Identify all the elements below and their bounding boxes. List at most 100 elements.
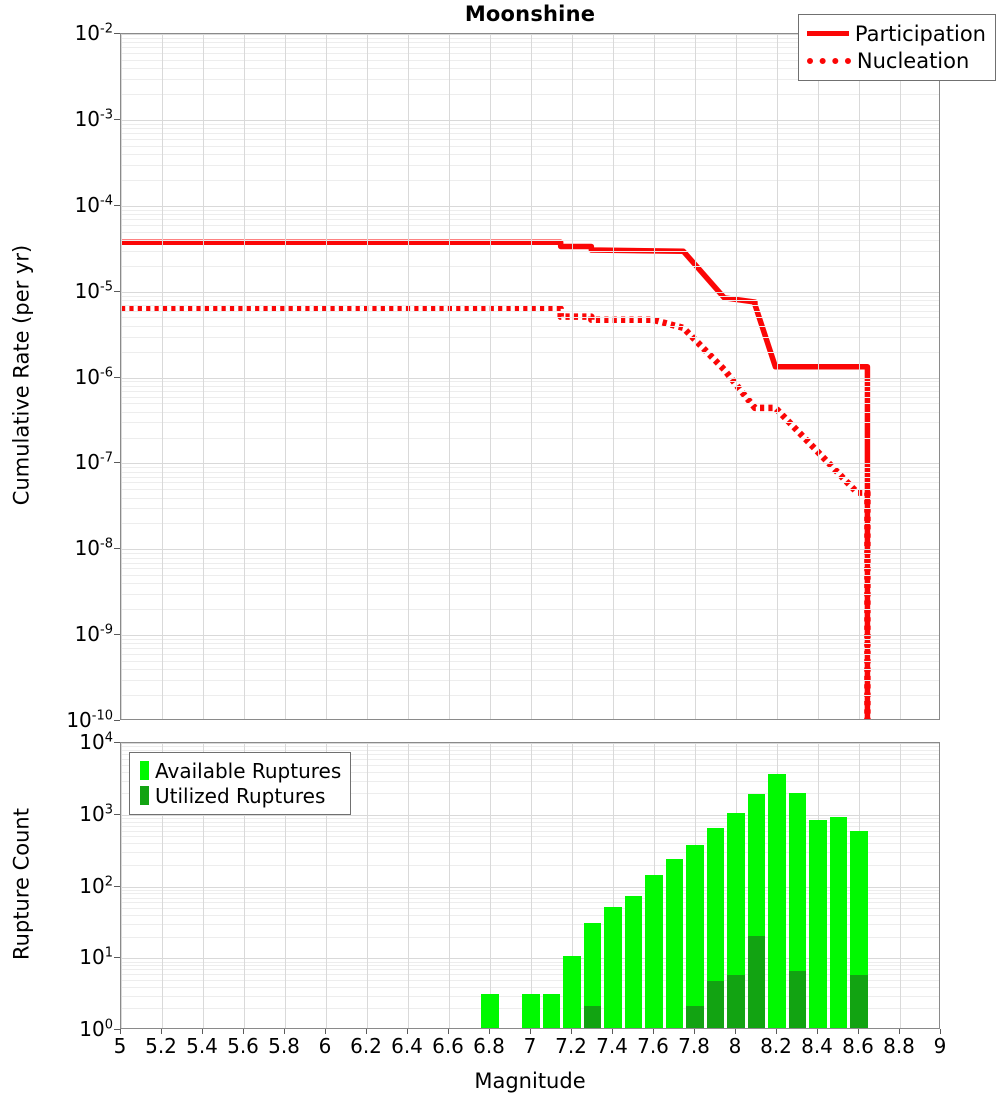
gridline-horizontal: [121, 553, 939, 554]
gridline-horizontal: [121, 898, 939, 899]
bar-available-ruptures: [809, 820, 827, 1028]
gridline-vertical: [244, 743, 245, 1028]
gridline-vertical: [531, 743, 532, 1028]
x-tick-label: 7.4: [596, 1034, 628, 1058]
gridline-horizontal: [121, 822, 939, 823]
gridline-horizontal: [121, 815, 939, 816]
gridline-horizontal: [121, 568, 939, 569]
gridline-vertical: [203, 743, 204, 1028]
x-tick-label: 5.4: [186, 1034, 218, 1058]
bar-group: [788, 792, 807, 1028]
gridline-vertical: [654, 34, 655, 719]
x-tick-mark: [202, 1029, 203, 1034]
gridline-vertical: [531, 34, 532, 719]
gridline-horizontal: [121, 60, 939, 61]
bar-available-ruptures: [768, 773, 786, 1028]
gridline-vertical: [572, 34, 573, 719]
bar-group: [481, 993, 499, 1028]
legend-item-label: Nucleation: [856, 48, 970, 73]
legend-item[interactable]: Participation: [806, 20, 986, 47]
bar-group: [706, 827, 725, 1028]
bar-available-ruptures: [542, 993, 561, 1028]
page-title: Moonshine: [464, 2, 596, 26]
x-tick-label: 7.6: [637, 1034, 669, 1058]
gridline-vertical: [285, 743, 286, 1028]
legend-line-swatch-solid: [806, 31, 849, 36]
legend-item[interactable]: Nucleation: [806, 47, 986, 74]
y-tick-label: 103: [79, 801, 113, 826]
y-tick-label: 10-8: [74, 536, 113, 561]
gridline-horizontal: [121, 987, 939, 988]
x-tick-mark: [448, 1029, 449, 1034]
x-tick-label: 8: [728, 1034, 742, 1058]
legend-color-swatch: [140, 786, 149, 805]
gridline-horizontal: [121, 765, 939, 766]
x-tick-label: 6.2: [350, 1034, 382, 1058]
x-tick-mark: [366, 1029, 367, 1034]
gridline-horizontal: [121, 523, 939, 524]
bar-available-ruptures: [829, 816, 848, 1028]
legend-item[interactable]: Available Ruptures: [138, 758, 341, 783]
bar-group: [522, 993, 540, 1028]
bar-available-ruptures: [624, 895, 643, 1028]
y-tick-mark: [114, 377, 120, 378]
gridline-horizontal: [121, 549, 939, 550]
gridline-horizontal: [121, 793, 939, 794]
x-tick-mark: [776, 1029, 777, 1034]
cumulative-rate-plot-area: [120, 33, 940, 720]
gridline-horizontal: [121, 594, 939, 595]
gridline-horizontal: [121, 661, 939, 662]
gridline-horizontal: [121, 120, 939, 121]
gridline-horizontal: [121, 296, 939, 297]
gridline-vertical: [244, 34, 245, 719]
bar-group: [583, 923, 602, 1028]
x-tick-mark: [243, 1029, 244, 1034]
gridline-horizontal: [121, 403, 939, 404]
bar-available-ruptures: [686, 845, 704, 1028]
gridline-vertical: [449, 743, 450, 1028]
legend-item[interactable]: Utilized Ruptures: [138, 783, 341, 808]
y-tick-mark: [114, 33, 120, 34]
bar-utilized-ruptures: [850, 974, 868, 1028]
gridline-horizontal: [121, 958, 939, 959]
x-tick-label: 8.4: [801, 1034, 833, 1058]
x-tick-mark: [817, 1029, 818, 1034]
y-tick-label: 10-5: [74, 278, 113, 303]
x-tick-label: 5.6: [227, 1034, 259, 1058]
x-tick-label: 5.2: [145, 1034, 177, 1058]
y-tick-mark: [114, 1029, 120, 1030]
gridline-horizontal: [121, 467, 939, 468]
bar-available-ruptures: [563, 956, 581, 1028]
x-tick-label: 6.8: [473, 1034, 505, 1058]
gridline-vertical: [203, 34, 204, 719]
gridline-horizontal: [121, 781, 939, 782]
gridline-vertical: [900, 743, 901, 1028]
gridline-horizontal: [121, 391, 939, 392]
x-tick-mark: [653, 1029, 654, 1034]
gridline-horizontal: [121, 300, 939, 301]
gridline-vertical: [121, 743, 122, 1028]
gridline-vertical: [408, 34, 409, 719]
gridline-vertical: [408, 743, 409, 1028]
bar-available-ruptures: [522, 993, 540, 1028]
y-tick-mark: [114, 119, 120, 120]
gridline-vertical: [900, 34, 901, 719]
gridline-horizontal: [121, 695, 939, 696]
gridline-horizontal: [121, 386, 939, 387]
gridline-horizontal: [121, 974, 939, 975]
gridline-vertical: [736, 34, 737, 719]
bar-group: [768, 773, 786, 1028]
gridline-horizontal: [121, 292, 939, 293]
x-tick-label: 9: [933, 1034, 947, 1058]
gridline-horizontal: [121, 47, 939, 48]
bar-available-ruptures: [665, 858, 684, 1028]
gridline-horizontal: [121, 893, 939, 894]
gridline-vertical: [326, 34, 327, 719]
gridline-horizontal: [121, 980, 939, 981]
bar-utilized-ruptures: [747, 936, 766, 1028]
gridline-horizontal: [121, 826, 939, 827]
gridline-horizontal: [121, 887, 939, 888]
gridline-horizontal: [121, 266, 939, 267]
gridline-vertical: [285, 34, 286, 719]
x-tick-mark: [284, 1029, 285, 1034]
